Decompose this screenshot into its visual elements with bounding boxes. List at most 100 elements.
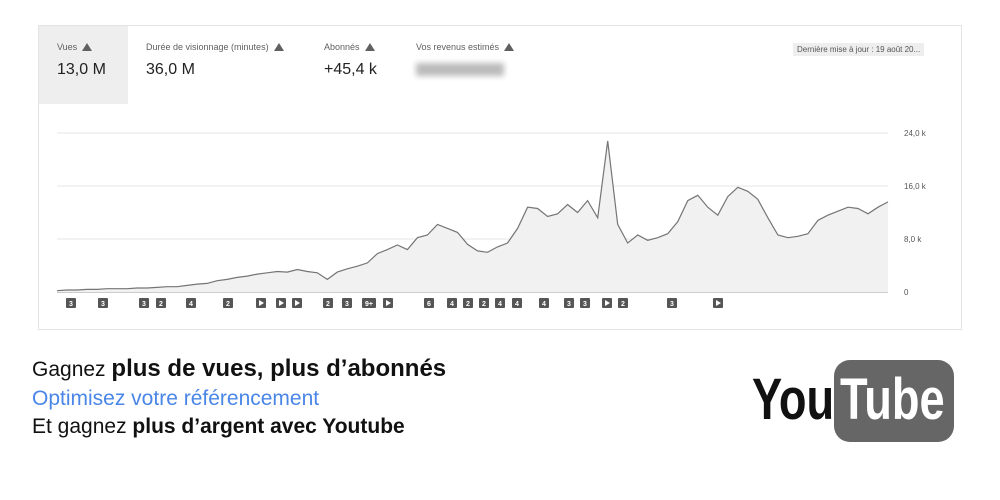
metric-value: +45,4 k bbox=[324, 61, 377, 78]
marker-badge bbox=[98, 298, 108, 308]
y-tick-label: 0 bbox=[904, 288, 909, 297]
annotation-marker[interactable] bbox=[292, 298, 302, 308]
marker-label: 3 bbox=[142, 301, 146, 308]
metric-label: Vos revenus estimés bbox=[416, 42, 515, 52]
play-icon bbox=[279, 300, 284, 306]
marker-badge bbox=[618, 298, 628, 308]
marker-badge bbox=[479, 298, 489, 308]
analytics-card: Vues 13,0 M Durée de visionnage (minutes… bbox=[38, 25, 962, 330]
promo-line: Et gagnez plus d’argent avec Youtube bbox=[32, 415, 405, 439]
marker-badge bbox=[342, 298, 352, 308]
warning-icon bbox=[504, 43, 515, 51]
promo-text: Et gagnez bbox=[32, 415, 127, 438]
annotation-marker[interactable]: 3 bbox=[580, 298, 590, 308]
marker-badge bbox=[156, 298, 166, 308]
warning-icon bbox=[364, 43, 375, 51]
marker-label: 4 bbox=[542, 301, 546, 308]
metric-label-text: Durée de visionnage (minutes) bbox=[146, 42, 269, 52]
marker-label: 2 bbox=[159, 301, 163, 308]
play-icon bbox=[295, 300, 300, 306]
annotation-marker[interactable] bbox=[713, 298, 723, 308]
annotation-marker[interactable]: 2 bbox=[323, 298, 333, 308]
annotation-marker[interactable]: 6 bbox=[424, 298, 434, 308]
annotation-marker[interactable]: 3 bbox=[667, 298, 677, 308]
annotation-marker[interactable]: 3 bbox=[342, 298, 352, 308]
metric-tab[interactable]: Vos revenus estimés bbox=[398, 26, 538, 104]
annotation-marker[interactable]: 3 bbox=[66, 298, 76, 308]
play-icon bbox=[259, 300, 264, 306]
marker-badge bbox=[580, 298, 590, 308]
marker-label: 3 bbox=[101, 301, 105, 308]
promo-line: Optimisez votre référencement bbox=[32, 387, 320, 410]
annotation-marker[interactable]: 2 bbox=[156, 298, 166, 308]
annotation-marker[interactable] bbox=[276, 298, 286, 308]
annotation-marker[interactable]: 9+ bbox=[362, 298, 376, 308]
marker-label: 4 bbox=[498, 301, 502, 308]
annotation-marker[interactable]: 4 bbox=[447, 298, 457, 308]
marker-badge bbox=[564, 298, 574, 308]
annotation-marker[interactable]: 3 bbox=[564, 298, 574, 308]
marker-badge bbox=[66, 298, 76, 308]
marker-label: 4 bbox=[515, 301, 519, 308]
marker-badge bbox=[186, 298, 196, 308]
metric-label-text: Vues bbox=[57, 42, 78, 52]
promo-bold: plus d’argent avec Youtube bbox=[132, 415, 405, 438]
metric-tab[interactable]: Abonnés +45,4 k bbox=[306, 26, 396, 104]
logo-box bbox=[834, 360, 954, 442]
metric-tab[interactable]: Vues 13,0 M bbox=[39, 26, 128, 104]
marker-label: 3 bbox=[567, 301, 571, 308]
marker-badge bbox=[424, 298, 434, 308]
annotation-marker[interactable]: 2 bbox=[618, 298, 628, 308]
marker-label: 2 bbox=[482, 301, 486, 308]
metric-tab[interactable]: Durée de visionnage (minutes) 36,0 M bbox=[128, 26, 298, 104]
marker-label: 3 bbox=[670, 301, 674, 308]
promo-bold: plus de vues, plus d’abonnés bbox=[111, 355, 447, 382]
last-update: Dernière mise à jour : 19 août 20... bbox=[793, 43, 925, 56]
annotation-marker[interactable]: 4 bbox=[512, 298, 522, 308]
marker-label: 9+ bbox=[365, 301, 373, 308]
promo-line: Gagnez plus de vues, plus d’abonnés bbox=[32, 355, 446, 383]
metric-label: Durée de visionnage (minutes) bbox=[146, 42, 284, 52]
metric-label: Vues bbox=[57, 42, 93, 52]
line bbox=[56, 140, 889, 292]
marker-label: 4 bbox=[450, 301, 454, 308]
youtube-logo: You Tube bbox=[752, 358, 957, 444]
metric-label: Abonnés bbox=[324, 42, 375, 52]
annotation-marker[interactable]: 4 bbox=[186, 298, 196, 308]
blurred-value bbox=[416, 63, 504, 76]
marker-label: 2 bbox=[226, 301, 230, 308]
annotation-marker[interactable] bbox=[383, 298, 393, 308]
warning-icon bbox=[273, 43, 284, 51]
annotation-marker[interactable]: 2 bbox=[479, 298, 489, 308]
annotation-marker[interactable] bbox=[256, 298, 266, 308]
marker-badge bbox=[667, 298, 677, 308]
marker-label: 6 bbox=[427, 301, 431, 308]
annotation-marker[interactable] bbox=[602, 298, 612, 308]
marker-label: 4 bbox=[189, 301, 193, 308]
play-icon bbox=[716, 300, 721, 306]
annotation-marker[interactable]: 4 bbox=[539, 298, 549, 308]
y-tick-label: 8,0 k bbox=[904, 235, 922, 244]
annotation-marker[interactable]: 3 bbox=[139, 298, 149, 308]
logo-tube: Tube bbox=[840, 367, 945, 432]
metric-label-text: Abonnés bbox=[324, 42, 360, 52]
marker-label: 2 bbox=[326, 301, 330, 308]
chart: 0 8,0 k 16,0 k 24,0 k 3 3 3 2 4 2 2 3 9+ 6 4 2 2 4 4 4 3 3 2 3 bbox=[56, 129, 927, 308]
marker-badge bbox=[463, 298, 473, 308]
y-tick-label: 24,0 k bbox=[904, 129, 927, 138]
logo-you: You bbox=[752, 367, 835, 432]
marker-badge bbox=[323, 298, 333, 308]
marker-badge bbox=[512, 298, 522, 308]
annotation-marker[interactable]: 2 bbox=[223, 298, 233, 308]
marker-badge bbox=[362, 298, 376, 308]
play-icon bbox=[386, 300, 391, 306]
annotation-marker[interactable]: 4 bbox=[495, 298, 505, 308]
marker-label: 3 bbox=[345, 301, 349, 308]
marker-badge bbox=[447, 298, 457, 308]
marker-label: 3 bbox=[69, 301, 73, 308]
annotation-marker[interactable]: 3 bbox=[98, 298, 108, 308]
marker-label: 2 bbox=[466, 301, 470, 308]
warning-icon bbox=[82, 43, 93, 51]
annotation-marker[interactable]: 2 bbox=[463, 298, 473, 308]
